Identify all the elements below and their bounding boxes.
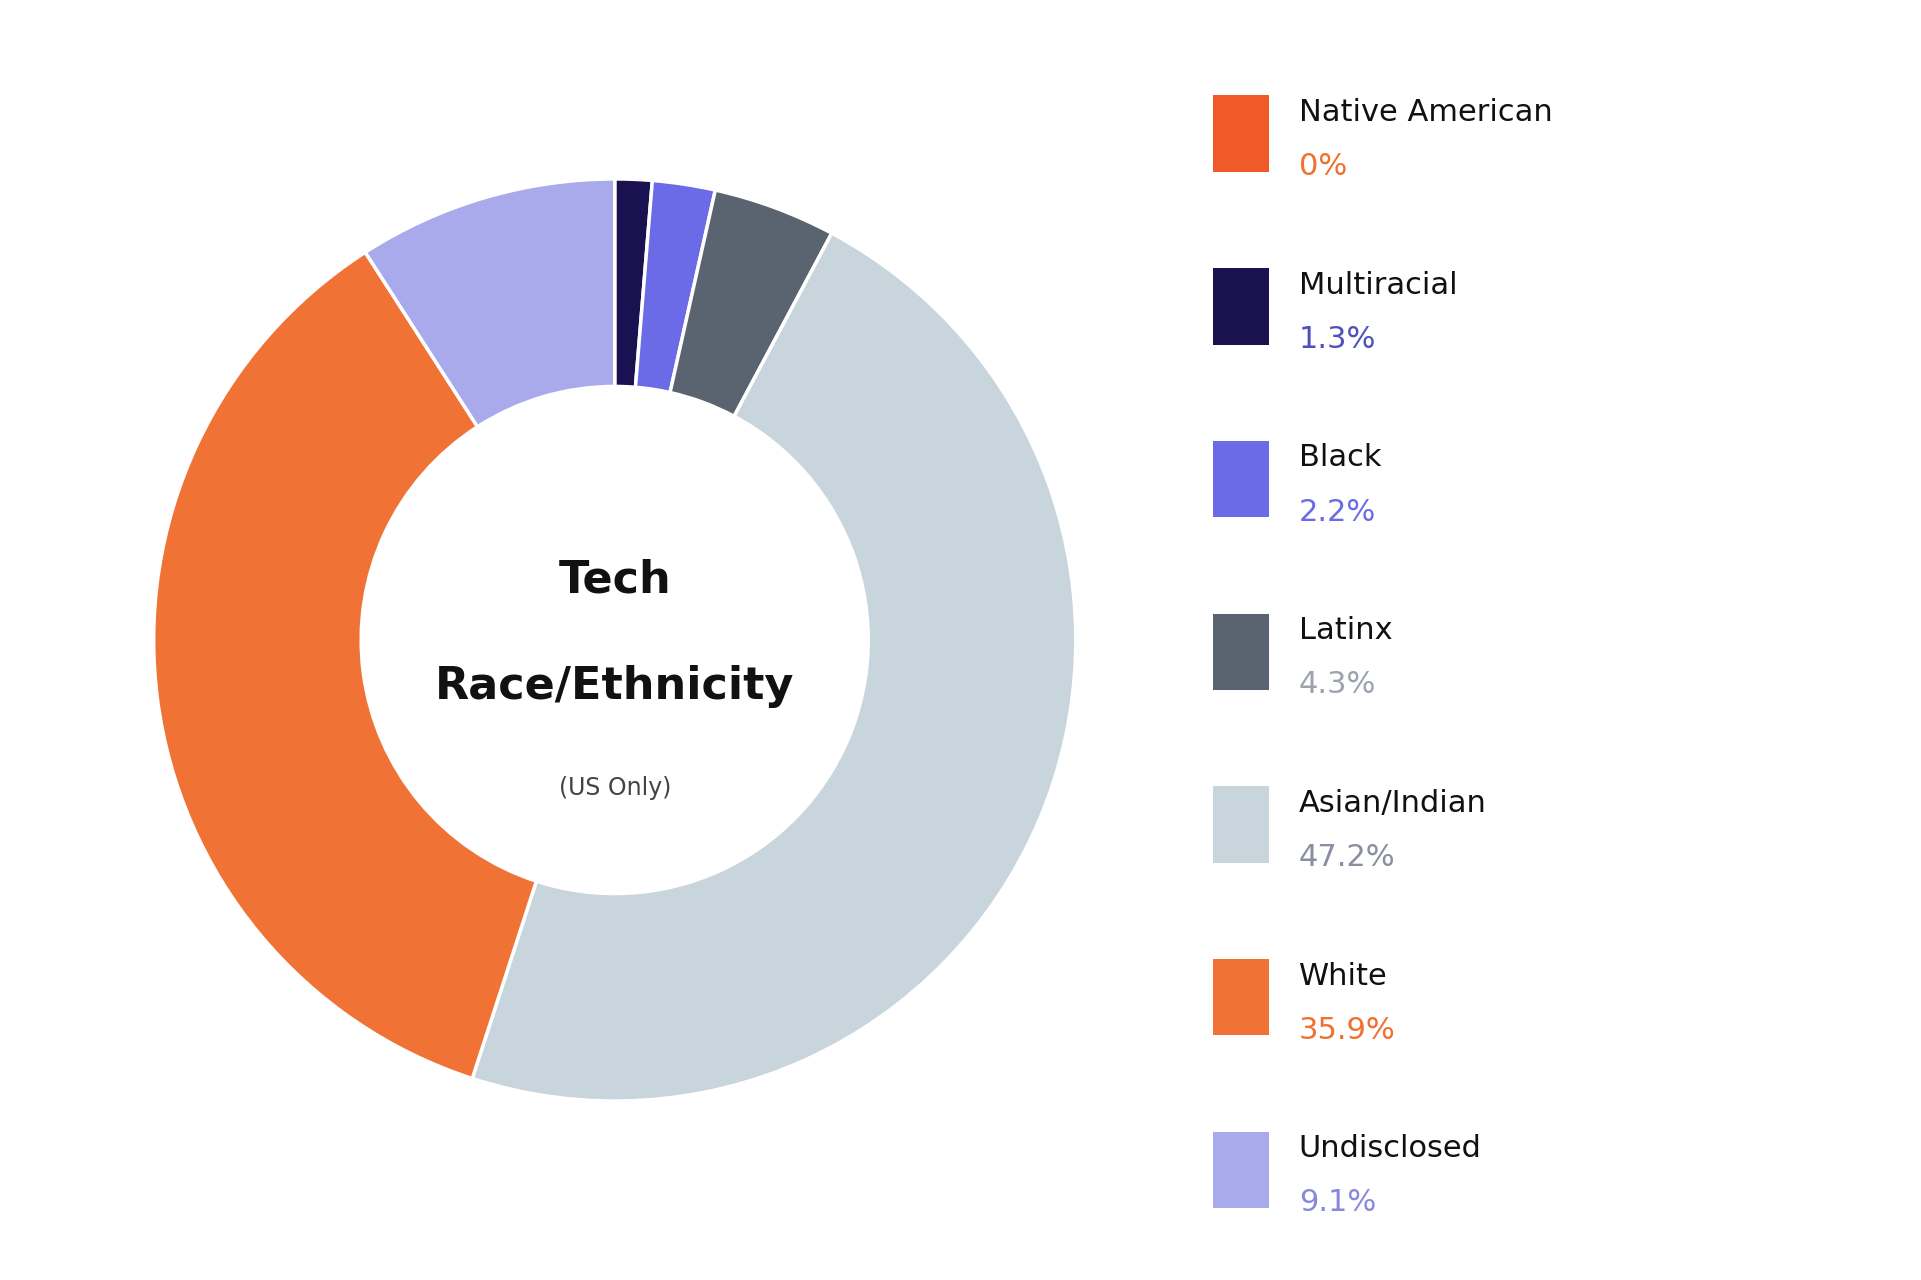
Wedge shape	[615, 179, 653, 388]
FancyBboxPatch shape	[1212, 440, 1268, 517]
Text: 1.3%: 1.3%	[1299, 325, 1375, 353]
FancyBboxPatch shape	[1212, 613, 1268, 690]
Text: 9.1%: 9.1%	[1299, 1188, 1375, 1217]
Wedge shape	[154, 252, 536, 1079]
Text: 0%: 0%	[1299, 152, 1347, 180]
FancyBboxPatch shape	[1212, 959, 1268, 1036]
Text: 35.9%: 35.9%	[1299, 1015, 1395, 1044]
Text: Tech: Tech	[559, 558, 670, 602]
Wedge shape	[670, 189, 832, 416]
FancyBboxPatch shape	[1212, 1132, 1268, 1208]
FancyBboxPatch shape	[1212, 268, 1268, 344]
FancyBboxPatch shape	[1212, 786, 1268, 863]
Wedge shape	[636, 180, 715, 393]
Text: 4.3%: 4.3%	[1299, 671, 1375, 699]
Text: Black: Black	[1299, 443, 1381, 472]
Text: Undisclosed: Undisclosed	[1299, 1134, 1481, 1164]
Text: Asian/Indian: Asian/Indian	[1299, 788, 1487, 818]
Text: Race/Ethnicity: Race/Ethnicity	[434, 664, 795, 708]
FancyBboxPatch shape	[1212, 95, 1268, 172]
Text: (US Only): (US Only)	[559, 776, 670, 800]
Wedge shape	[473, 233, 1076, 1101]
Text: Native American: Native American	[1299, 99, 1552, 127]
Text: Latinx: Latinx	[1299, 616, 1393, 645]
Wedge shape	[365, 179, 615, 426]
Text: 47.2%: 47.2%	[1299, 844, 1395, 872]
Text: 2.2%: 2.2%	[1299, 498, 1375, 526]
Text: Multiracial: Multiracial	[1299, 270, 1458, 300]
Text: White: White	[1299, 961, 1387, 991]
